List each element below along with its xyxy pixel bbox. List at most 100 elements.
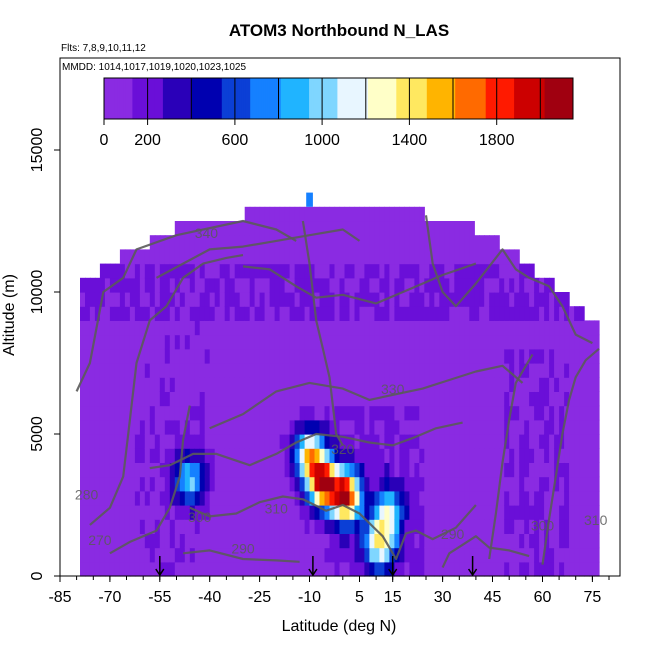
field-cell-720: [229, 348, 236, 364]
field-cell-1481: [374, 206, 380, 222]
field-cell-262: [134, 263, 141, 279]
field-cell-106: [104, 561, 111, 577]
field-cell-131: [109, 519, 116, 534]
field-cell-186: [119, 363, 126, 378]
field-cell-585: [204, 490, 211, 506]
field-cell-1142: [309, 221, 316, 236]
field-cell-1375: [354, 235, 361, 250]
field-cell-1184: [319, 363, 326, 378]
field-cell-1596: [399, 419, 405, 435]
field-cell-533: [194, 519, 201, 534]
field-cell-1729: [424, 377, 430, 392]
field-cell-1469: [374, 377, 380, 392]
colorbar-step-153: [437, 78, 441, 119]
colorbar-step-68: [252, 78, 255, 119]
field-cell-2490: [594, 434, 600, 449]
field-cell-1838: [444, 249, 450, 265]
field-cell-725: [229, 277, 236, 293]
field-cell-2409: [574, 533, 580, 549]
field-cell-29: [85, 448, 91, 463]
field-cell-275: [139, 405, 146, 421]
field-cell-2434: [579, 448, 585, 463]
field-cell-999: [284, 405, 291, 421]
field-cell-191: [119, 292, 126, 307]
field-cell-1185: [319, 348, 326, 364]
field-cell-1878: [454, 391, 460, 407]
field-cell-814: [249, 448, 256, 463]
field-cell-314: [149, 505, 156, 520]
field-cell-2208: [524, 448, 530, 463]
field-cell-236: [129, 306, 136, 321]
field-cell-169: [114, 292, 121, 307]
field-cell-738: [234, 448, 241, 463]
field-cell-264: [139, 561, 146, 577]
field-cell-1633: [404, 263, 410, 279]
field-cell-26: [85, 490, 91, 506]
field-cell-1163: [314, 292, 321, 307]
colorbar-step-119: [363, 78, 367, 119]
field-cell-2412: [574, 490, 580, 506]
field-cell-1814: [439, 235, 445, 250]
field-cell-1805: [439, 363, 445, 378]
field-cell-494: [184, 363, 191, 378]
field-cell-2037: [484, 235, 490, 250]
field-cell-1751: [429, 419, 435, 435]
colorbar-step-185: [507, 78, 511, 119]
field-cell-2210: [524, 419, 530, 435]
field-cell-303: [144, 334, 151, 350]
field-cell-350: [154, 334, 161, 350]
field-cell-2193: [519, 348, 525, 364]
colorbar-tick-label-3: 1000: [304, 132, 340, 149]
field-cell-203: [124, 448, 131, 463]
field-cell-755: [239, 561, 246, 577]
field-cell-1280: [339, 476, 346, 492]
field-cell-1241: [329, 292, 336, 307]
field-cell-1787: [434, 263, 440, 279]
field-cell-1043: [294, 519, 301, 534]
field-cell-863: [259, 490, 266, 506]
field-cell-1969: [474, 519, 480, 534]
field-cell-756: [239, 547, 246, 563]
field-cell-1826: [444, 419, 450, 435]
field-cell-1110: [304, 306, 311, 321]
field-cell-1802: [439, 405, 445, 421]
field-cell-2272: [539, 462, 545, 478]
field-cell-2350: [559, 533, 565, 549]
field-cell-2047: [489, 434, 495, 449]
colorbar-step-86: [291, 78, 295, 119]
field-cell-54: [89, 391, 96, 407]
field-cell-799: [244, 292, 251, 307]
field-cell-1332: [349, 476, 356, 492]
field-cell-894: [264, 419, 271, 435]
colorbar-step-204: [549, 78, 552, 119]
field-cell-6: [80, 476, 86, 492]
colorbar-step-108: [339, 78, 343, 119]
field-cell-1349: [349, 235, 356, 250]
field-cell-1178: [319, 448, 326, 463]
field-cell-2062: [494, 561, 500, 577]
field-cell-318: [149, 448, 156, 463]
field-cell-1294: [339, 277, 346, 293]
field-cell-12: [80, 391, 86, 407]
theta-contour-1: [89, 254, 244, 526]
field-cell-1075: [299, 434, 306, 449]
field-cell-2239: [529, 320, 535, 336]
field-cell-1622: [404, 419, 410, 435]
field-cell-1100: [304, 448, 311, 463]
colorbar-step-92: [304, 78, 308, 119]
field-cell-1099: [304, 462, 311, 478]
theta-contour-label-8: 290: [441, 526, 465, 542]
field-cell-943: [274, 462, 281, 478]
colorbar-step-89: [298, 78, 301, 119]
colorbar-step-134: [396, 78, 399, 119]
field-cell-2339: [554, 405, 560, 421]
field-cell-995: [284, 462, 291, 478]
field-cell-1744: [429, 519, 435, 534]
field-cell-1123: [309, 490, 316, 506]
field-cell-625: [209, 277, 216, 293]
field-cell-2259: [534, 348, 540, 364]
field-cell-788: [244, 448, 251, 463]
field-cell-2127: [504, 306, 510, 321]
field-cell-713: [229, 448, 236, 463]
field-cell-229: [129, 405, 136, 421]
